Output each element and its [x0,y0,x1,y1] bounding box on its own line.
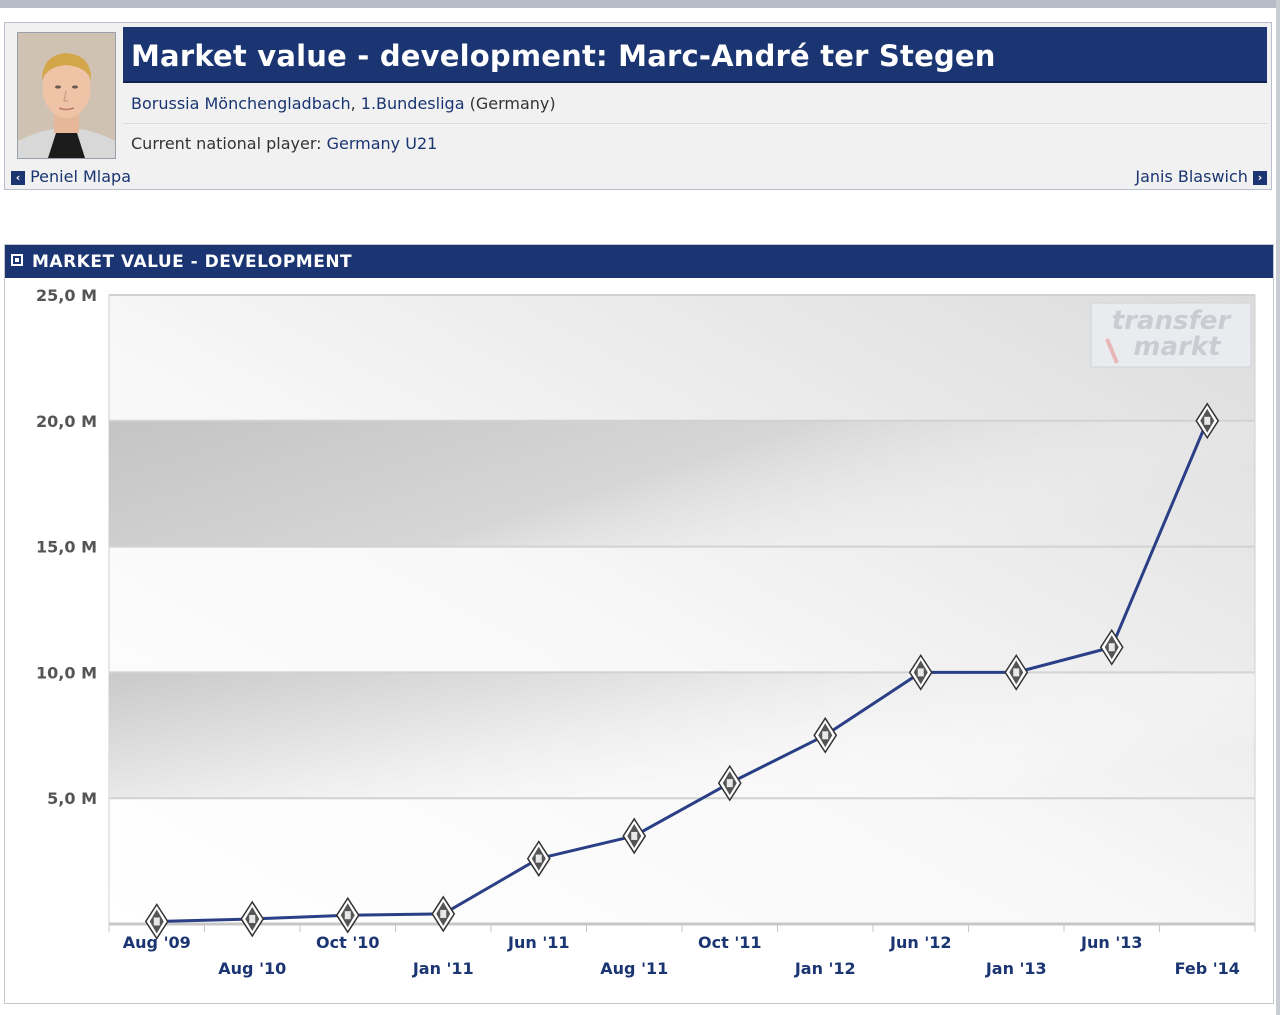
page-title: Market value - development: Marc-André t… [131,39,996,73]
market-value-chart-box: MARKET VALUE - DEVELOPMENT 5,0 M 10,0 M 15… [4,244,1274,1004]
section-title: MARKET VALUE - DEVELOPMENT [32,252,353,272]
y-tick-label: 10,0 M [36,663,97,682]
top-bar [0,0,1280,8]
national-label: Current national player: [131,134,322,153]
watermark-line1: transfer [1112,306,1233,336]
x-tick-label: Aug '09 [123,933,191,952]
national-team-link[interactable]: Germany U21 [326,134,438,153]
data-point[interactable] [1195,402,1220,440]
transfermarkt-logo: transfer markt [1090,302,1252,368]
data-point[interactable] [431,895,456,933]
x-tick-label: Jun '11 [507,933,569,952]
x-tick-label: Oct '11 [698,933,761,952]
band-15-20 [109,420,1255,547]
collapse-icon[interactable] [11,254,23,266]
player-header: Market value - development: Marc-André t… [4,22,1272,190]
y-tick-label: 25,0 M [36,286,97,305]
x-tick-label: Jan '12 [794,959,856,978]
player-nav: ‹ Peniel Mlapa Janis Blaswich › [9,167,1267,187]
x-tick-label: Jun '12 [889,933,951,952]
y-tick-label: 15,0 M [36,538,97,557]
chart-header: MARKET VALUE - DEVELOPMENT [5,245,1273,278]
x-tick-label: Oct '10 [316,933,379,952]
data-point[interactable] [622,817,647,855]
club-row: Borussia Mönchengladbach, 1.Bundesliga (… [123,85,1267,124]
data-point[interactable] [240,900,265,938]
next-player-link[interactable]: Janis Blaswich › [1135,167,1267,186]
x-tick-label: Aug '10 [218,959,286,978]
scrollbar-edge[interactable] [1276,0,1280,1015]
x-tick-label: Jan '13 [985,959,1047,978]
watermark-line2: markt [1133,332,1222,362]
data-point[interactable] [908,654,933,691]
band-5-10 [109,672,1255,799]
chevron-right-icon: › [1253,171,1267,185]
data-point[interactable] [526,840,551,877]
y-tick-label: 20,0 M [36,412,97,431]
data-point[interactable] [1099,628,1124,666]
title-bar: Market value - development: Marc-André t… [123,27,1267,83]
prev-player-label: Peniel Mlapa [30,167,131,186]
data-point[interactable] [813,716,838,754]
national-row: Current national player: Germany U21 [123,125,1267,163]
plot-area [108,294,1256,925]
country-text: (Germany) [469,94,556,113]
data-point[interactable] [335,896,360,934]
league-link[interactable]: 1.Bundesliga [360,94,465,113]
data-point[interactable] [144,903,169,940]
x-tick-label: Jan '11 [412,959,474,978]
data-point[interactable] [1004,654,1029,691]
x-tick-label: Aug '11 [600,959,668,978]
player-photo [17,32,116,159]
data-point[interactable] [717,764,742,802]
club-link[interactable]: Borussia Mönchengladbach [131,94,351,113]
market-value-chart: 5,0 M 10,0 M 15,0 M 20,0 M 25,0 M Aug '09 Aug… [36,286,1256,978]
prev-player-link[interactable]: ‹ Peniel Mlapa [11,167,131,186]
chevron-left-icon: ‹ [11,171,25,185]
x-tick-label: Jun '13 [1080,933,1142,952]
next-player-label: Janis Blaswich [1135,167,1248,186]
y-tick-label: 5,0 M [47,789,97,808]
x-tick-label: Feb '14 [1175,959,1240,978]
series-line [156,420,1209,923]
